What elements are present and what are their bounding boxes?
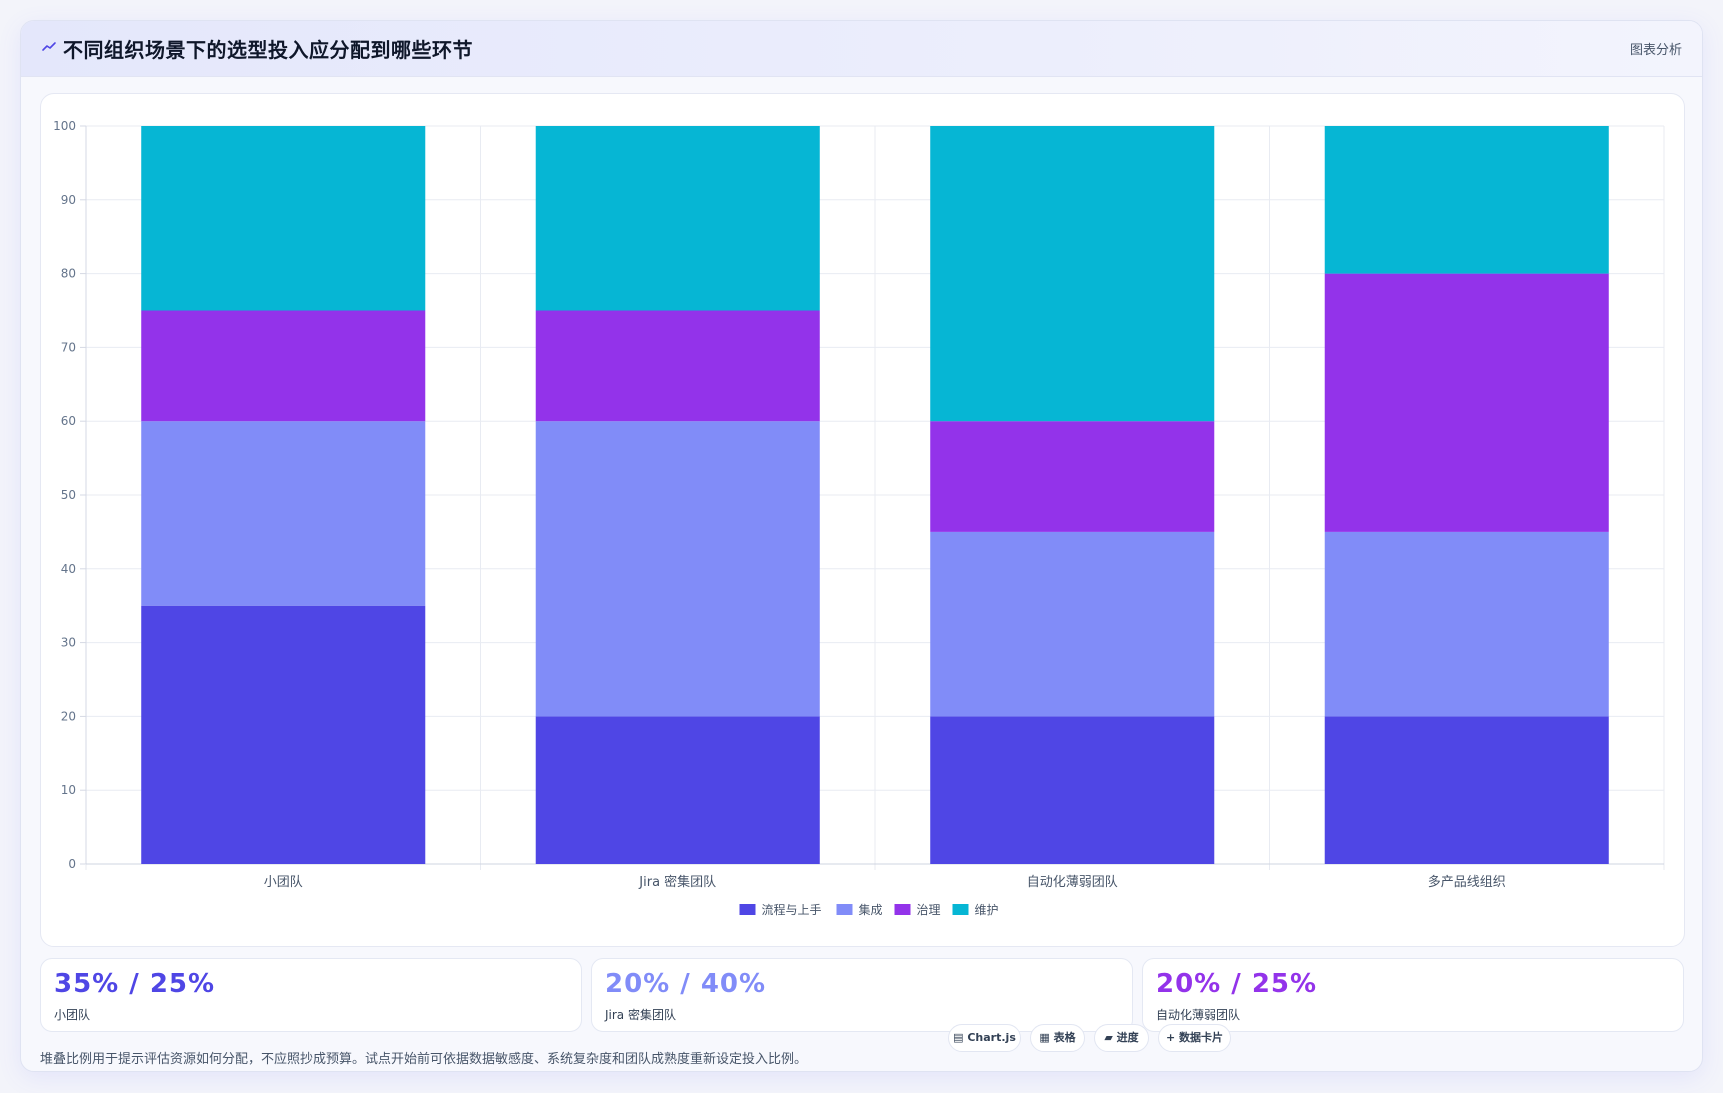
chart-analysis-button[interactable]: 图表分析 [1629,43,1682,58]
tag-label: 进度 [1116,1031,1139,1044]
y-tick-label: 30 [61,636,76,650]
table-icon: ▦ [1039,1031,1050,1044]
tag-table[interactable]: ▦ 表格 [1030,1024,1085,1052]
x-tick-label: 自动化薄弱团队 [1027,875,1118,890]
stacked-bar-chart: 0 10 20 30 40 50 60 70 80 90 100 小团队 Jira 密集团队 自动化薄弱团… [53,119,1665,917]
y-tick-label: 40 [61,562,76,576]
y-tick-label: 10 [61,783,76,797]
page-title: 不同组织场景下的选型投入应分配到哪些环节 [63,38,473,62]
stat-card: 20% / 25% 自动化薄弱团队 [1142,958,1684,1032]
legend-swatch [952,904,969,915]
bar-segment [930,421,1215,532]
bar-segment [930,126,1215,422]
stat-label: Jira 密集团队 [605,1008,676,1022]
stat-value: 20% / 25% [1156,969,1318,999]
stat-cards: 35% / 25% 小团队 20% / 40% Jira 密集团队 20% / … [40,958,1685,1032]
x-tick-label: 多产品线组织 [1428,874,1506,890]
bar-segment [930,531,1215,717]
stat-value: 20% / 40% [605,969,767,999]
bar-segment [1324,126,1609,274]
y-tick-label: 60 [61,414,76,428]
tag-label: 数据卡片 [1179,1031,1224,1044]
panel-header: 不同组织场景下的选型投入应分配到哪些环节 图表分析 [21,21,1702,77]
chart-icon: ▤ [953,1031,964,1044]
bar-segment [141,421,426,606]
progress-icon: ▰ [1104,1031,1113,1044]
legend-swatch [894,904,911,915]
y-tick-label: 90 [61,193,76,207]
bar-segment [141,605,426,864]
bar-segment [930,716,1215,864]
stat-value: 35% / 25% [54,969,216,999]
x-tick-label: 小团队 [264,875,303,890]
stat-card: 35% / 25% 小团队 [40,958,582,1032]
stat-label: 小团队 [54,1008,91,1022]
y-tick-label: 70 [61,340,76,354]
bar-segment [535,126,820,311]
y-tick-label: 0 [68,857,76,871]
bar-segment [1324,716,1609,864]
y-tick-label: 80 [61,267,76,281]
tag-progress[interactable]: ▰ 进度 [1094,1024,1149,1052]
y-tick-label: 20 [61,709,76,723]
bar-segment [535,716,820,864]
legend-label: 集成 [859,902,883,917]
legend-label: 治理 [917,903,941,917]
bar-segment [1324,273,1609,532]
stat-label: 自动化薄弱团队 [1156,1008,1241,1022]
legend-label: 维护 [975,903,999,917]
bar-segment [141,310,426,422]
tag-label: 表格 [1053,1031,1076,1044]
legend-swatch [739,904,756,915]
footnote: 堆叠比例用于提示评估资源如何分配，不应照抄成预算。试点开始前可依据数据敏感度、系… [40,1052,808,1067]
y-tick-label: 100 [53,119,76,133]
bar-segment [535,310,820,422]
legend-swatch [836,904,853,915]
stat-card: 20% / 40% Jira 密集团队 [591,958,1133,1032]
bar-segment [1324,531,1609,717]
tag-label: Chart.js [967,1031,1016,1044]
y-tick-label: 50 [61,488,76,502]
tag-chartjs[interactable]: ▤ Chart.js [948,1024,1021,1052]
bar-segment [141,126,426,311]
chart-card: 0 10 20 30 40 50 60 70 80 90 100 小团队 Jira 密集团队 自动化薄弱团… [40,93,1685,947]
chart-panel: 不同组织场景下的选型投入应分配到哪些环节 图表分析 0 10 20 30 40 50 60 7… [20,20,1703,1072]
bar-segment [535,421,820,717]
x-tick-label: Jira 密集团队 [638,874,716,890]
tag-data-card[interactable]: + 数据卡片 [1158,1024,1231,1052]
card-icon: + [1165,1031,1176,1044]
trend-icon [42,42,56,51]
legend-label: 流程与上手 [762,902,822,917]
